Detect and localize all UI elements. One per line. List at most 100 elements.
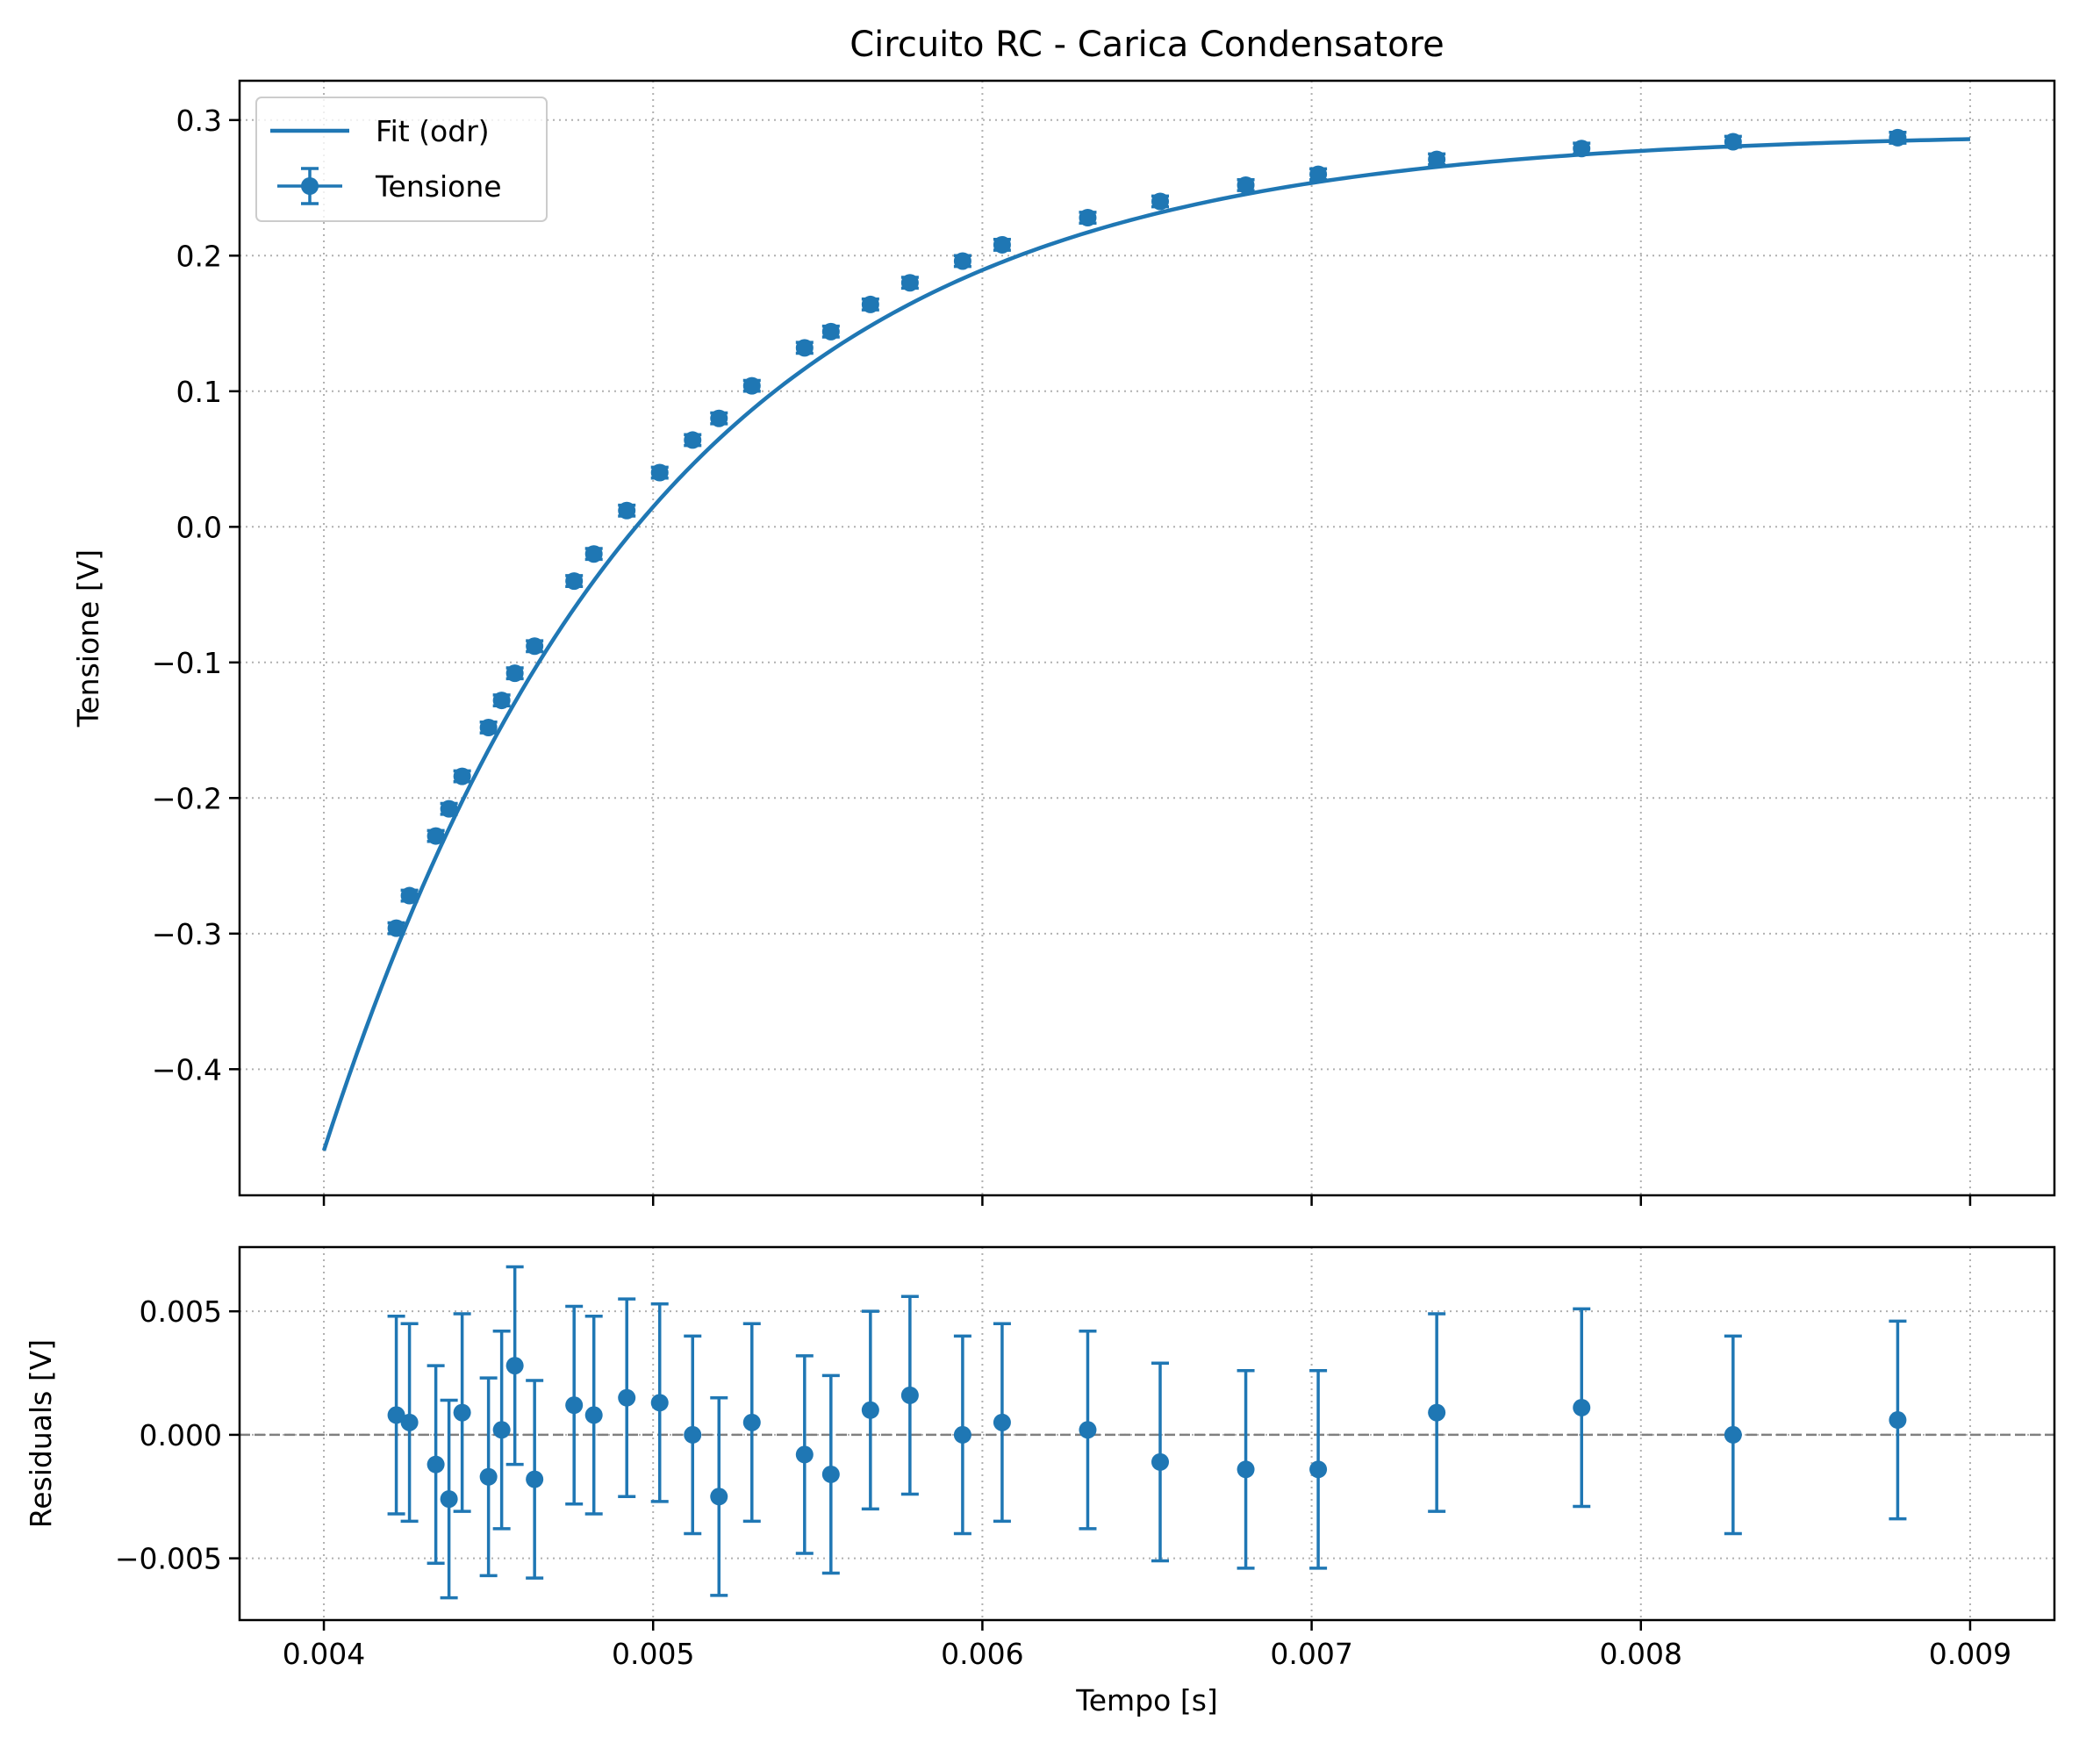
main-marker <box>1724 133 1742 151</box>
main-marker <box>618 501 636 520</box>
residuals-marker <box>1724 1425 1742 1444</box>
main-y-tick-label: −0.4 <box>152 1052 222 1086</box>
residuals-point <box>526 1379 544 1580</box>
residuals-marker <box>1151 1452 1170 1471</box>
residuals-x-tick-label: 0.008 <box>1600 1637 1682 1671</box>
residuals-point <box>900 1294 919 1496</box>
residuals-marker <box>492 1421 511 1439</box>
main-marker <box>684 431 702 449</box>
residuals-marker <box>953 1425 971 1444</box>
main-marker <box>440 800 458 818</box>
residuals-point <box>387 1315 405 1516</box>
residuals-point <box>1309 1368 1328 1570</box>
main-y-tick-label: −0.3 <box>152 917 222 951</box>
residuals-y-tick-label: −0.005 <box>115 1542 222 1576</box>
legend-fit-label: Fit (odr) <box>376 114 490 148</box>
main-y-tick-label: 0.1 <box>176 375 222 409</box>
main-point <box>1151 192 1170 211</box>
main-ticks: −0.4 −0.3 −0.2 −0.1 0.0 0.1 0.2 0.3 <box>152 104 1972 1206</box>
main-marker <box>453 767 471 785</box>
main-point <box>795 339 814 357</box>
residuals-x-tick-label: 0.006 <box>941 1637 1023 1671</box>
main-marker <box>795 339 814 357</box>
legend-box <box>255 97 548 222</box>
residuals-marker <box>453 1403 471 1422</box>
main-point <box>618 501 636 520</box>
residuals-y-tick-label: 0.005 <box>140 1294 222 1329</box>
residuals-point <box>1151 1361 1170 1563</box>
residuals-point <box>953 1334 971 1536</box>
residuals-point <box>795 1354 814 1555</box>
residuals-point <box>1428 1312 1446 1513</box>
main-marker <box>565 572 584 591</box>
main-plot-panel: −0.4 −0.3 −0.2 −0.1 0.0 0.1 0.2 0.3 Circuito RC… <box>71 25 2056 1206</box>
residuals-point <box>618 1297 636 1499</box>
main-point <box>1724 133 1742 151</box>
residuals-point <box>1079 1329 1097 1531</box>
main-y-axis-label: Tensione [V] <box>71 549 105 728</box>
residuals-marker <box>440 1490 458 1509</box>
legend-data-label: Tensione <box>375 169 502 204</box>
residuals-marker <box>742 1413 761 1431</box>
residuals-marker <box>1237 1460 1255 1479</box>
residuals-point <box>440 1398 458 1600</box>
residuals-marker <box>565 1396 584 1415</box>
main-marker <box>821 322 840 341</box>
residuals-marker <box>795 1445 814 1464</box>
residuals-marker <box>1428 1403 1446 1422</box>
main-point <box>953 252 971 270</box>
main-marker <box>1309 165 1328 183</box>
residuals-x-tick-label: 0.009 <box>1929 1637 2011 1671</box>
main-y-tick-label: 0.2 <box>176 239 222 273</box>
legend-data-swatch <box>277 167 342 205</box>
residuals-x-tick-label: 0.005 <box>612 1637 694 1671</box>
residuals-marker <box>1889 1411 1907 1430</box>
residuals-marker <box>618 1388 636 1407</box>
main-point <box>387 919 405 937</box>
residuals-point <box>584 1315 603 1516</box>
residuals-marker <box>900 1386 919 1404</box>
main-point <box>584 545 603 563</box>
main-y-tick-label: −0.1 <box>152 646 222 680</box>
residuals-marker <box>1309 1460 1328 1479</box>
main-point <box>1573 140 1591 158</box>
main-point <box>492 692 511 710</box>
fit-curve <box>321 137 1970 1151</box>
chart-title: Circuito RC - Carica Condensatore <box>850 25 1445 65</box>
residuals-point <box>821 1373 840 1575</box>
main-y-tick-label: 0.0 <box>176 510 222 544</box>
main-marker <box>1079 209 1097 227</box>
residuals-point <box>1237 1368 1255 1570</box>
main-marker <box>584 545 603 563</box>
residuals-point <box>1573 1307 1591 1509</box>
residuals-point <box>453 1312 471 1513</box>
main-point <box>710 409 728 427</box>
main-point <box>400 886 419 905</box>
residuals-point <box>492 1329 511 1531</box>
main-marker <box>526 637 544 656</box>
main-point <box>440 800 458 818</box>
main-point <box>742 376 761 395</box>
main-marker <box>1889 128 1907 147</box>
main-point <box>993 235 1011 254</box>
main-point <box>453 767 471 785</box>
main-marker <box>742 376 761 395</box>
residuals-point <box>1889 1319 1907 1521</box>
residuals-axes-frame <box>238 1245 2056 1622</box>
main-point <box>821 322 840 341</box>
main-data-points <box>387 128 1907 937</box>
main-marker <box>993 235 1011 254</box>
main-point <box>479 718 498 736</box>
residuals-point <box>1724 1334 1742 1536</box>
residuals-marker <box>861 1401 879 1419</box>
main-marker <box>953 252 971 270</box>
residuals-point <box>684 1334 702 1536</box>
main-point <box>1079 209 1097 227</box>
main-point <box>505 664 524 683</box>
main-marker <box>492 692 511 710</box>
residuals-point <box>861 1309 879 1511</box>
main-marker <box>400 886 419 905</box>
residuals-y-tick-label: 0.000 <box>140 1418 222 1452</box>
legend: Fit (odr) Tensione <box>255 97 548 222</box>
main-marker <box>1151 192 1170 211</box>
